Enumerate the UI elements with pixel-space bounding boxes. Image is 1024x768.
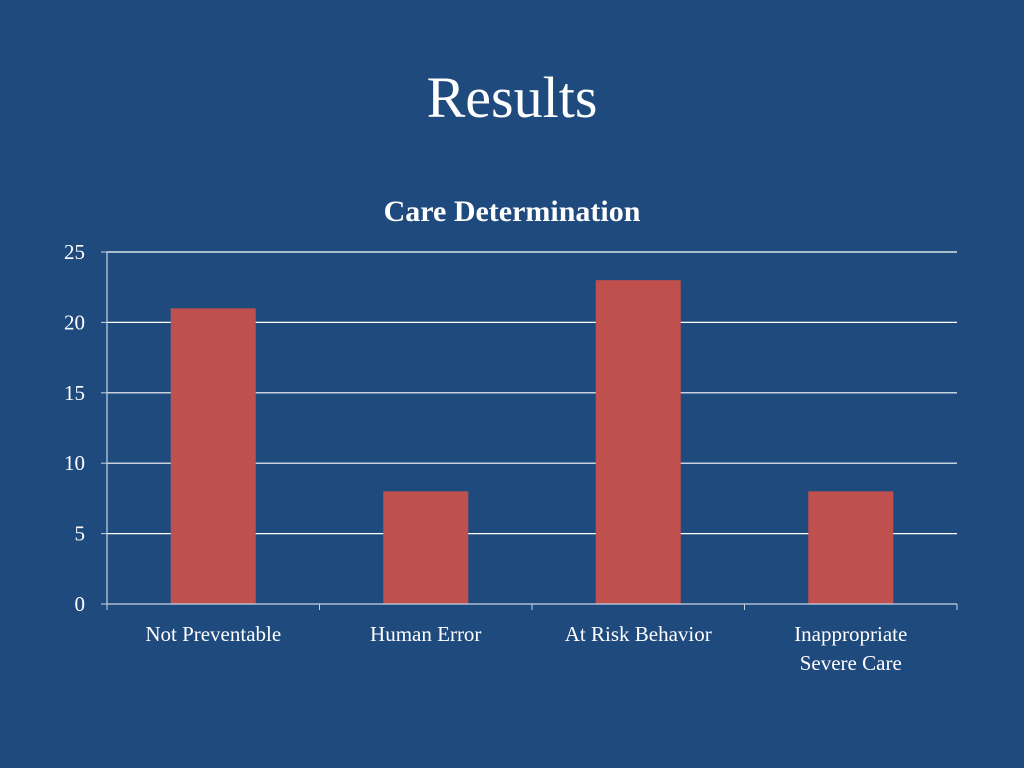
y-tick-label: 5 (75, 522, 86, 546)
bar (170, 308, 256, 604)
y-tick-label: 10 (64, 451, 85, 475)
x-tick-label: Human Error (370, 622, 481, 646)
x-tick-label: At Risk Behavior (565, 622, 712, 646)
y-tick-label: 20 (64, 310, 85, 334)
y-tick-label: 0 (75, 592, 86, 616)
y-tick-label: 15 (64, 381, 85, 405)
x-tick-label: Inappropriate Severe Care (794, 622, 907, 675)
bar (595, 280, 681, 604)
bar (383, 491, 469, 604)
y-tick-label: 25 (64, 240, 85, 264)
bar (808, 491, 894, 604)
bars (170, 280, 894, 604)
chart-title: Care Determination (384, 195, 641, 228)
slide-title: Results (426, 65, 598, 130)
axes (101, 251, 958, 610)
x-tick-label: Not Preventable (145, 622, 281, 646)
axis-labels: 0 5 10 15 20 25 Not Preventable Human Error At R… (64, 240, 907, 675)
